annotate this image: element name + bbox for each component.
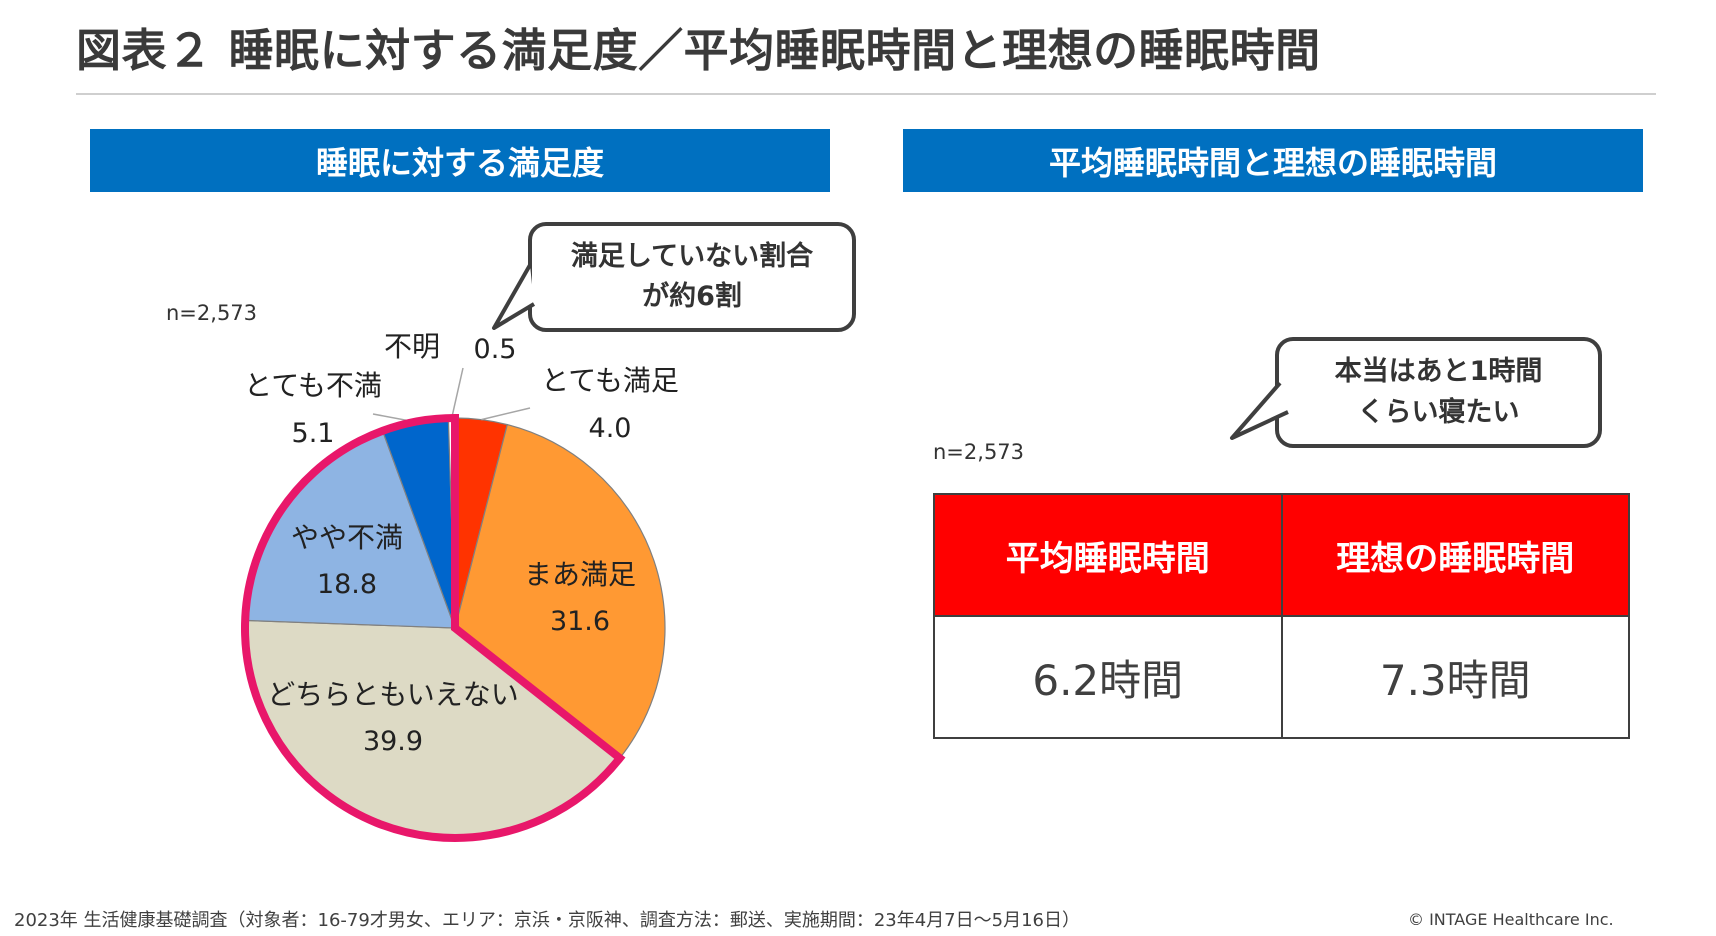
satisfaction-callout: 満足していない割合 が約6割 (528, 222, 856, 332)
pie-slice-label: とても不満 (244, 369, 382, 402)
sleep-callout-line1: 本当はあと1時間 (1334, 356, 1543, 387)
pie-slice-label: とても満足 (541, 364, 679, 397)
satisfaction-sample-size: n=2,573 (166, 301, 258, 325)
sleep-time-heading: 平均睡眠時間と理想の睡眠時間 (903, 129, 1643, 192)
pie-slice-value: 31.6 (550, 606, 610, 637)
satisfaction-callout-tail (492, 264, 536, 330)
pie-slice-label: どちらともいえない (267, 678, 518, 711)
copyright: © INTAGE Healthcare Inc. (1408, 910, 1614, 929)
average-sleep-header: 平均睡眠時間 (933, 493, 1283, 617)
satisfaction-pie-chart: とても満足 4.0 まあ満足 31.6 どちらともいえない 39.9 やや不満 18.8 とても… (241, 330, 679, 842)
pie-slice-value: 39.9 (363, 726, 423, 757)
satisfaction-heading: 睡眠に対する満足度 (90, 129, 830, 192)
satisfaction-callout-line2: が約6割 (642, 281, 742, 312)
satisfaction-callout-line1: 満足していない割合 (570, 240, 814, 272)
pie-slice-label: やや不満 (291, 521, 403, 554)
dissatisfied-highlight-outline (241, 413, 626, 842)
sleep-time-table: 平均睡眠時間 理想の睡眠時間 6.2時間 7.3時間 (933, 493, 1630, 739)
source-note: 2023年 生活健康基礎調査（対象者：16-79才男女、エリア：京浜・京阪神、調… (14, 910, 1080, 931)
pie-leader-line (481, 407, 531, 421)
sleep-table-value-row: 6.2時間 7.3時間 (933, 615, 1630, 739)
sleep-callout-line2: くらい寝たい (1357, 396, 1520, 428)
sleep-sample-size: n=2,573 (933, 440, 1025, 464)
sleep-callout-tail (1230, 381, 1289, 440)
pie-slice-value: 4.0 (589, 413, 632, 444)
pie-slice-label: まあ満足 (524, 558, 636, 591)
title-divider (76, 93, 1656, 95)
ideal-sleep-header: 理想の睡眠時間 (1280, 493, 1630, 617)
pie-slice-value: 5.1 (292, 418, 335, 449)
pie-slice (454, 423, 666, 759)
sleep-callout: 本当はあと1時間 くらい寝たい (1275, 337, 1602, 448)
pie-slice-value: 0.5 (474, 334, 517, 365)
pie-slice-value: 18.8 (317, 569, 377, 600)
ideal-sleep-value: 7.3時間 (1280, 615, 1630, 739)
page-title: 図表２ 睡眠に対する満足度／平均睡眠時間と理想の睡眠時間 (76, 24, 1321, 77)
sleep-table-header-row: 平均睡眠時間 理想の睡眠時間 (933, 493, 1630, 617)
average-sleep-value: 6.2時間 (933, 615, 1283, 739)
pie-leader-line (450, 367, 464, 419)
pie-slice-label: 不明 (384, 330, 440, 363)
